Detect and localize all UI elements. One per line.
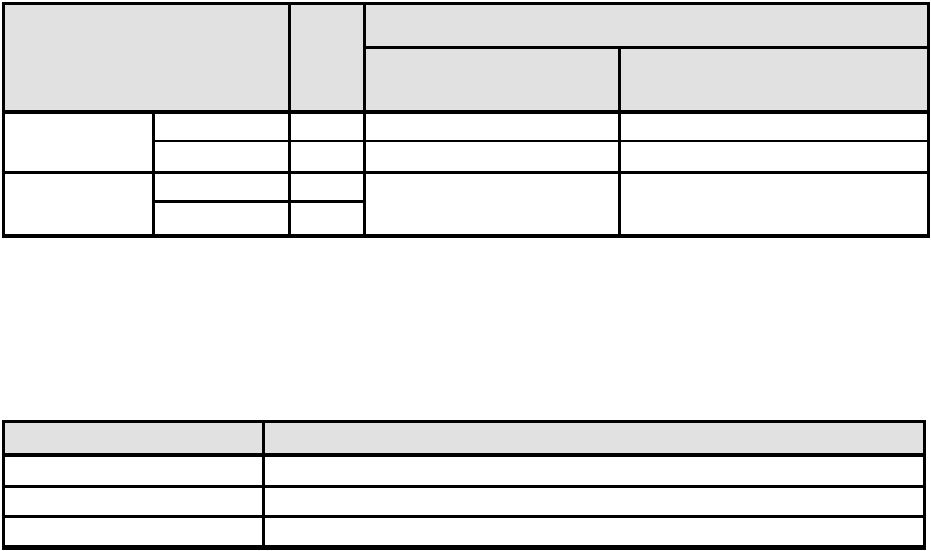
top-table-header-right-sub-cell-2 [618, 46, 930, 114]
top-table-cell-r2-c2 [152, 139, 291, 174]
bottom-table-header-col2-cell [262, 420, 926, 457]
top-table-cell-r1-c4 [363, 110, 621, 142]
top-table-cell-r3-c5-merged [618, 171, 930, 238]
bottom-table-cell-r2-c1 [2, 485, 265, 518]
top-table-cell-r1-c5 [618, 110, 930, 142]
top-table-cell-r3-c3 [288, 171, 366, 203]
bottom-table-body-row-2 [2, 485, 926, 518]
bottom-table-body-row-1 [2, 453, 926, 488]
top-table-cell-r3-c1-merged [2, 171, 155, 238]
top-table-cell-r1-c1-merged [2, 110, 155, 174]
top-table-body-row-4 [4, 200, 929, 238]
bottom-table-cell-r1-c2 [262, 453, 926, 488]
top-table-header-col3-cell [288, 2, 366, 114]
bottom-table-body-row-3 [2, 515, 926, 550]
bottom-table-cell-r3-c1 [2, 515, 265, 550]
top-table-header-row-1 [2, 2, 930, 114]
bottom-table [2, 420, 926, 550]
top-table-header-row-2 [4, 46, 930, 114]
top-table-body-row-2 [4, 139, 930, 174]
top-table-body-row-1 [2, 110, 930, 174]
bottom-table-header-row [2, 420, 926, 457]
bottom-table-cell-r3-c2 [262, 515, 926, 550]
top-table-cell-r1-c2 [152, 110, 291, 142]
top-table-cell-r3-c4-merged [363, 171, 621, 238]
top-table-cell-r2-c3 [288, 139, 366, 174]
top-table-header-right-merged-cell [363, 2, 930, 49]
top-table-header-right-sub-cell-1 [363, 46, 621, 114]
top-table-cell-r1-c3 [288, 110, 366, 142]
top-table-cell-r3-c2 [152, 171, 291, 203]
top-table-cell-r4-c2 [152, 200, 291, 238]
bottom-table-cell-r2-c2 [262, 485, 926, 518]
top-table-header-left-merged-cell [2, 2, 291, 114]
top-table-cell-r4-c3 [288, 200, 366, 238]
top-table-body-row-3 [2, 171, 930, 238]
top-table-cell-r2-c5 [618, 139, 930, 174]
top-table-cell-r2-c4 [363, 139, 621, 174]
top-table [2, 2, 930, 238]
bottom-table-header-col1-cell [2, 420, 265, 457]
bottom-table-cell-r1-c1 [2, 453, 265, 488]
